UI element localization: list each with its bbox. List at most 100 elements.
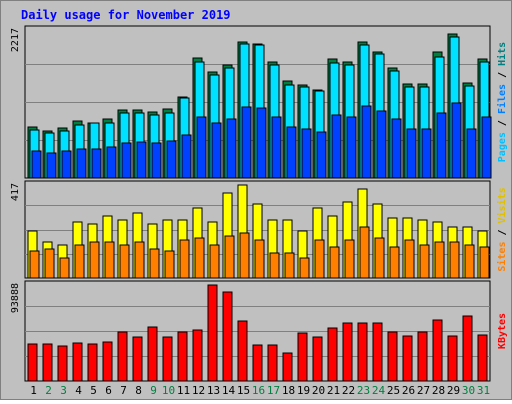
day-label-9: 9 <box>150 384 157 397</box>
bar-pages-day-21 <box>331 114 342 179</box>
bar-kbytes-day-19 <box>297 332 308 382</box>
day-label-2: 2 <box>45 384 52 397</box>
bar-kbytes-day-3 <box>57 345 68 382</box>
legend-separator: / <box>497 114 508 132</box>
bar-kbytes-day-5 <box>87 343 98 382</box>
day-label-11: 11 <box>177 384 190 397</box>
bar-sites-day-25 <box>389 246 400 279</box>
bar-kbytes-day-16 <box>252 344 263 382</box>
day-label-1: 1 <box>30 384 37 397</box>
bar-pages-day-22 <box>346 116 357 179</box>
bar-kbytes-day-11 <box>177 331 188 382</box>
bar-sites-day-19 <box>299 257 310 279</box>
bar-sites-day-20 <box>314 239 325 279</box>
bar-pages-day-15 <box>241 106 252 179</box>
panel-kbytes: 93888 KBytes <box>10 280 508 382</box>
bar-pages-day-25 <box>391 118 402 179</box>
bar-kbytes-day-12 <box>192 329 203 382</box>
day-label-24: 24 <box>372 384 386 397</box>
bar-kbytes-day-21 <box>327 327 338 382</box>
bar-sites-day-7 <box>119 244 130 279</box>
bar-pages-day-4 <box>76 148 87 179</box>
bar-kbytes-day-27 <box>417 331 428 382</box>
day-label-25: 25 <box>387 384 400 397</box>
bar-pages-day-17 <box>271 116 282 179</box>
bar-sites-day-29 <box>449 241 460 279</box>
bar-sites-day-12 <box>194 237 205 279</box>
chart-title: Daily usage for November 2019 <box>21 8 231 22</box>
bar-kbytes-day-18 <box>282 352 293 382</box>
bar-pages-day-26 <box>406 128 417 179</box>
bar-kbytes-day-30 <box>462 315 473 382</box>
bar-sites-day-31 <box>479 246 490 279</box>
day-label-15: 15 <box>237 384 250 397</box>
bar-kbytes-day-7 <box>117 331 128 382</box>
day-label-13: 13 <box>207 384 220 397</box>
day-label-21: 21 <box>327 384 340 397</box>
bar-pages-day-13 <box>211 122 222 179</box>
bar-sites-day-10 <box>164 250 175 279</box>
day-label-19: 19 <box>297 384 310 397</box>
day-label-31: 31 <box>477 384 490 397</box>
bar-kbytes-day-28 <box>432 319 443 382</box>
bar-sites-day-5 <box>89 241 100 279</box>
bar-kbytes-day-14 <box>222 291 233 382</box>
bar-kbytes-day-23 <box>357 322 368 382</box>
legend-hits: Hits <box>496 42 508 66</box>
panel-max-label: 417 <box>10 183 21 201</box>
bar-kbytes-day-20 <box>312 336 323 382</box>
day-label-16: 16 <box>252 384 265 397</box>
bar-kbytes-day-1 <box>27 343 38 382</box>
day-axis-labels: 1 2 3 4 5 6 7 8 9 10 11 12 13 14 15 16 17 18 19 20 21 22 23 24 2… <box>30 384 490 397</box>
day-label-3: 3 <box>60 384 67 397</box>
bar-kbytes-day-17 <box>267 344 278 382</box>
day-label-20: 20 <box>312 384 325 397</box>
bar-sites-day-21 <box>329 246 340 279</box>
bar-pages-day-7 <box>121 142 132 179</box>
bar-sites-day-17 <box>269 252 280 279</box>
bar-sites-day-13 <box>209 244 220 279</box>
day-label-6: 6 <box>105 384 112 397</box>
panel-legend: Sites / Visits <box>496 187 508 271</box>
bar-pages-day-27 <box>421 128 432 179</box>
bar-pages-day-16 <box>256 107 267 179</box>
day-label-4: 4 <box>75 384 82 397</box>
day-label-12: 12 <box>192 384 205 397</box>
legend-sites: Sites <box>496 242 508 272</box>
bar-kbytes-day-25 <box>387 331 398 382</box>
bar-pages-day-28 <box>436 112 447 179</box>
bar-kbytes-day-9 <box>147 326 158 382</box>
day-label-18: 18 <box>282 384 295 397</box>
bar-pages-day-8 <box>136 141 147 179</box>
bar-pages-day-6 <box>106 146 117 179</box>
bar-kbytes-day-2 <box>42 343 53 382</box>
bar-kbytes-day-29 <box>447 335 458 382</box>
bar-pages-day-30 <box>466 128 477 179</box>
day-label-17: 17 <box>267 384 280 397</box>
bar-kbytes-day-31 <box>477 334 488 382</box>
panel-visits-sites: 417 Sites / Visits <box>10 180 508 279</box>
bar-sites-day-3 <box>59 257 70 279</box>
bar-pages-day-3 <box>61 150 72 179</box>
bar-kbytes-day-4 <box>72 342 83 382</box>
day-label-30: 30 <box>462 384 475 397</box>
day-label-14: 14 <box>222 384 236 397</box>
panel-legend: KBytes <box>497 313 508 349</box>
panel-max-label: 2217 <box>10 28 21 52</box>
bar-sites-day-9 <box>149 248 160 279</box>
bar-kbytes-day-22 <box>342 322 353 382</box>
bar-sites-day-23 <box>359 226 370 279</box>
bar-sites-day-2 <box>44 248 55 279</box>
bar-sites-day-6 <box>104 241 115 279</box>
bar-sites-day-18 <box>284 252 295 279</box>
day-label-28: 28 <box>432 384 445 397</box>
bar-pages-day-29 <box>451 102 462 179</box>
panel-legend: Pages / Files / Hits <box>496 42 508 162</box>
bar-sites-day-15 <box>239 232 250 279</box>
bar-kbytes-day-6 <box>102 341 113 382</box>
panel-max-label: 93888 <box>10 283 21 313</box>
legend-visits: Visits <box>496 187 508 223</box>
day-label-8: 8 <box>135 384 142 397</box>
bar-kbytes-day-10 <box>162 336 173 382</box>
